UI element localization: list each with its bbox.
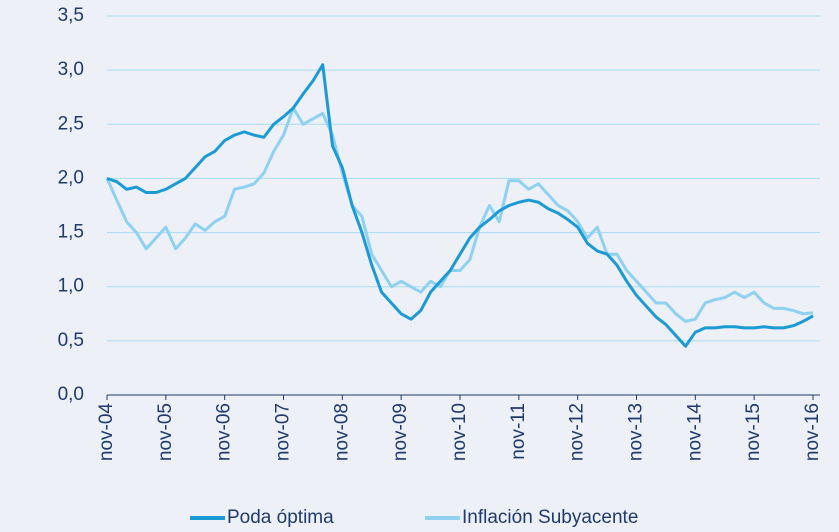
x-tick-label: nov-10: [449, 403, 470, 461]
x-tick-label: nov-13: [626, 403, 647, 461]
y-tick-label: 3,0: [58, 59, 84, 80]
x-tick-label: nov-04: [96, 403, 117, 462]
legend-label: Inflación Subyacente: [462, 507, 638, 528]
y-tick-label: 0,5: [58, 330, 84, 351]
y-tick-label: 2,0: [58, 167, 84, 188]
legend-label: Poda óptima: [227, 507, 334, 528]
series-line: [106, 63, 814, 348]
series-line: [105, 106, 814, 323]
x-tick-label: nov-07: [273, 403, 294, 461]
x-tick-label: nov-09: [390, 403, 411, 461]
x-tick-label: nov-06: [214, 403, 235, 461]
y-tick-label: 2,5: [58, 113, 84, 134]
x-tick-label: nov-14: [684, 403, 705, 462]
x-tick-label: nov-15: [743, 403, 764, 461]
y-tick-label: 3,5: [58, 5, 84, 26]
x-tick-label: nov-08: [331, 403, 352, 461]
y-tick-label: 1,0: [58, 276, 84, 297]
x-tick-label: nov-16: [802, 403, 823, 461]
y-tick-label: 1,5: [58, 222, 84, 243]
x-tick-label: nov-12: [567, 403, 588, 461]
x-tick-label: nov-05: [155, 403, 176, 461]
y-tick-label: 0,0: [58, 384, 84, 405]
x-tick-label: nov-11: [508, 403, 529, 460]
